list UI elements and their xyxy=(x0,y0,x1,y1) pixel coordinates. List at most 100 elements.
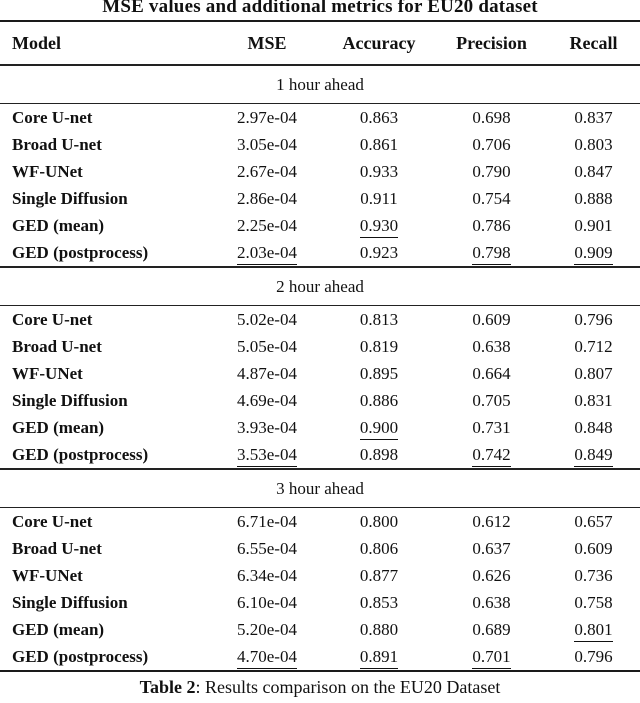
cell-recall: 0.801 xyxy=(547,620,640,642)
cell-recall: 0.758 xyxy=(574,593,613,612)
cell-precision: 0.689 xyxy=(472,620,511,639)
cell-model: Single Diffusion xyxy=(12,189,128,208)
cell-recall: 0.657 xyxy=(574,512,613,531)
cell-model: GED (postprocess) xyxy=(12,243,149,262)
section-rule xyxy=(0,304,640,306)
cell-precision: 0.754 xyxy=(472,189,511,208)
cell-accuracy: 0.863 xyxy=(359,108,399,127)
cell-model: Broad U-net xyxy=(12,539,102,558)
cell-accuracy: 0.806 xyxy=(359,539,399,558)
table-row: GED (mean) 2.25e-04 0.930 0.786 0.901 xyxy=(0,212,640,239)
table-row: Core U-net 5.02e-04 0.813 0.609 0.796 xyxy=(0,306,640,333)
section-label: 2 hour ahead xyxy=(276,276,364,296)
col-header-accuracy: Accuracy xyxy=(342,33,416,53)
cell-model: GED (postprocess) xyxy=(12,445,149,464)
cell-recall: 0.847 xyxy=(574,162,613,181)
cell-recall: 0.849 xyxy=(547,445,640,467)
bottom-rule xyxy=(0,670,640,672)
cell-accuracy: 0.886 xyxy=(359,391,399,410)
cell-accuracy: 0.898 xyxy=(359,445,399,464)
cell-accuracy: 0.880 xyxy=(359,620,399,639)
table-row: Broad U-net 6.55e-04 0.806 0.637 0.609 xyxy=(0,535,640,562)
cell-accuracy: 0.861 xyxy=(359,135,399,154)
section-rule xyxy=(0,266,640,268)
cell-precision: 0.706 xyxy=(472,135,511,154)
cell-precision: 0.786 xyxy=(472,216,511,235)
cell-accuracy: 0.911 xyxy=(360,189,398,208)
cell-accuracy: 0.853 xyxy=(359,593,399,612)
cell-model: Core U-net xyxy=(12,512,93,531)
col-header-precision: Precision xyxy=(456,33,527,53)
cell-model: GED (mean) xyxy=(12,418,105,437)
cell-model: GED (mean) xyxy=(12,620,105,639)
table-row: GED (mean) 3.93e-04 0.900 0.731 0.848 xyxy=(0,414,640,441)
cell-recall: 0.796 xyxy=(574,647,613,666)
cell-model: Core U-net xyxy=(12,310,93,329)
section-rule xyxy=(0,506,640,508)
cell-model: WF-UNet xyxy=(12,566,83,585)
cell-mse: 5.02e-04 xyxy=(237,310,297,329)
cell-model: GED (postprocess) xyxy=(12,647,149,666)
col-header-recall: Recall xyxy=(569,33,618,53)
cell-precision: 0.701 xyxy=(436,647,547,669)
col-header-mse: MSE xyxy=(247,33,287,53)
cell-recall: 0.837 xyxy=(574,108,613,127)
cell-mse: 6.55e-04 xyxy=(237,539,297,558)
cell-precision: 0.637 xyxy=(472,539,511,558)
cell-precision: 0.612 xyxy=(472,512,511,531)
cell-precision: 0.638 xyxy=(472,337,511,356)
cell-model: WF-UNet xyxy=(12,162,83,181)
cell-model: Broad U-net xyxy=(12,135,102,154)
cell-accuracy: 0.813 xyxy=(359,310,399,329)
cell-recall: 0.848 xyxy=(574,418,613,437)
section-rule xyxy=(0,468,640,470)
table-row: GED (postprocess) 3.53e-04 0.898 0.742 0.849 xyxy=(0,441,640,468)
caption-text: : Results comparison on the EU20 Dataset xyxy=(195,677,501,697)
cell-mse: 4.70e-04 xyxy=(212,647,322,669)
cell-mse: 3.93e-04 xyxy=(237,418,297,437)
cell-precision: 0.705 xyxy=(472,391,511,410)
cell-mse: 2.25e-04 xyxy=(237,216,297,235)
cell-accuracy: 0.800 xyxy=(359,512,399,531)
table-row: GED (mean) 5.20e-04 0.880 0.689 0.801 xyxy=(0,616,640,643)
cell-mse: 5.05e-04 xyxy=(237,337,297,356)
table-row: WF-UNet 2.67e-04 0.933 0.790 0.847 xyxy=(0,158,640,185)
cell-precision: 0.790 xyxy=(472,162,511,181)
cell-recall: 0.888 xyxy=(574,189,613,208)
cell-accuracy: 0.877 xyxy=(359,566,399,585)
cell-mse: 4.69e-04 xyxy=(237,391,297,410)
section-label: 3 hour ahead xyxy=(276,478,364,498)
section-rule xyxy=(0,102,640,104)
table-row: GED (postprocess) 2.03e-04 0.923 0.798 0.909 xyxy=(0,239,640,266)
cell-model: Single Diffusion xyxy=(12,391,128,410)
header-rule xyxy=(0,64,640,66)
cell-mse: 6.34e-04 xyxy=(237,566,297,585)
table-title: MSE values and additional metrics for EU… xyxy=(102,0,538,17)
cell-model: Single Diffusion xyxy=(12,593,128,612)
col-header-model: Model xyxy=(12,33,61,53)
cell-recall: 0.609 xyxy=(574,539,613,558)
cell-mse: 2.97e-04 xyxy=(237,108,297,127)
cell-mse: 6.71e-04 xyxy=(237,512,297,531)
top-rule xyxy=(0,20,640,22)
cell-precision: 0.609 xyxy=(472,310,511,329)
table-row: Single Diffusion 2.86e-04 0.911 0.754 0.888 xyxy=(0,185,640,212)
table-row: GED (postprocess) 4.70e-04 0.891 0.701 0.796 xyxy=(0,643,640,670)
header-row: Model MSE Accuracy Precision Recall xyxy=(0,22,640,64)
cell-precision: 0.731 xyxy=(472,418,511,437)
table-row: Broad U-net 5.05e-04 0.819 0.638 0.712 xyxy=(0,333,640,360)
table-row: Single Diffusion 4.69e-04 0.886 0.705 0.831 xyxy=(0,387,640,414)
cell-mse: 3.05e-04 xyxy=(237,135,297,154)
cell-precision: 0.742 xyxy=(436,445,547,467)
cell-precision: 0.626 xyxy=(472,566,511,585)
cell-recall: 0.901 xyxy=(574,216,613,235)
cell-accuracy: 0.900 xyxy=(322,418,436,440)
cell-recall: 0.803 xyxy=(574,135,613,154)
cell-recall: 0.796 xyxy=(574,310,613,329)
cell-recall: 0.712 xyxy=(574,337,613,356)
cell-accuracy: 0.933 xyxy=(359,162,399,181)
cell-recall: 0.909 xyxy=(547,243,640,265)
table-row: Single Diffusion 6.10e-04 0.853 0.638 0.758 xyxy=(0,589,640,616)
cell-accuracy: 0.819 xyxy=(359,337,399,356)
table-row: Core U-net 2.97e-04 0.863 0.698 0.837 xyxy=(0,104,640,131)
